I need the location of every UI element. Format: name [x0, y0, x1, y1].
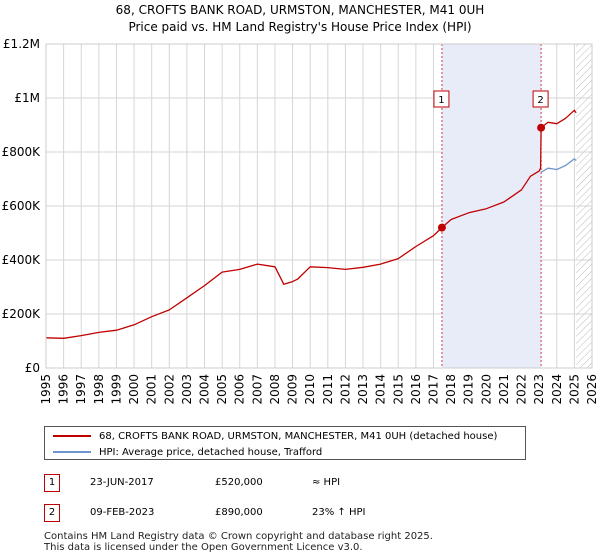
transaction-hpi-relation: 23% ↑ HPI: [312, 507, 366, 518]
x-tick-label: 1999: [109, 374, 123, 405]
transaction-price: £520,000: [215, 477, 263, 488]
x-tick-label: 2011: [321, 374, 335, 405]
footer-copyright: Contains HM Land Registry data © Crown c…: [44, 531, 433, 542]
x-tick-label: 2003: [180, 374, 194, 405]
title-line-2: Price paid vs. HM Land Registry's House …: [128, 20, 472, 34]
x-tick-label: 2002: [162, 374, 176, 405]
y-tick-label: £200K: [2, 307, 42, 321]
x-tick-label: 2022: [515, 374, 529, 405]
x-tick-label: 2010: [303, 374, 317, 405]
x-tick-label: 2005: [215, 374, 229, 405]
ownership-shade: [441, 44, 542, 368]
transaction-date: 23-JUN-2017: [90, 477, 154, 488]
legend-swatch-hpi: [53, 451, 91, 453]
x-tick-label: 2014: [374, 374, 388, 405]
sale-point: [437, 223, 446, 232]
transaction-hpi-relation: ≈ HPI: [312, 477, 341, 488]
footer: Contains HM Land Registry data © Crown c…: [44, 531, 433, 553]
legend: 68, CROFTS BANK ROAD, URMSTON, MANCHESTE…: [44, 426, 526, 460]
x-tick-label: 1997: [74, 374, 88, 405]
transaction-badge: 2: [44, 504, 60, 522]
forecast-hatch: [576, 44, 592, 368]
x-tick-label: 2021: [497, 374, 511, 405]
x-tick-label: 2009: [286, 374, 300, 405]
table-row: 1 23-JUN-2017 £520,000 ≈ HPI: [44, 474, 544, 494]
series-line-property: [45, 109, 577, 339]
x-tick-label: 2001: [145, 374, 159, 405]
x-tick-label: 2016: [409, 374, 423, 405]
sale-label-box: [433, 90, 450, 108]
x-tick-label: 1998: [92, 374, 106, 405]
sale-label-box: [532, 90, 549, 108]
price-chart: 1 2 £0 £200K £400K £600K £800K £1M £1.2M 1995 199…: [2, 37, 599, 405]
y-tick-label: £1M: [14, 91, 40, 105]
x-tick-label: 2013: [356, 374, 370, 405]
y-tick-label: £600K: [2, 199, 42, 213]
legend-entry-property: 68, CROFTS BANK ROAD, URMSTON, MANCHESTE…: [53, 428, 497, 444]
x-tick-label: 2025: [567, 374, 581, 405]
x-tick-label: 2004: [198, 374, 212, 405]
transaction-badge: 1: [44, 474, 60, 492]
legend-entry-hpi: HPI: Average price, detached house, Traf…: [53, 444, 322, 460]
sale-point: [537, 123, 546, 132]
x-tick-label: 2012: [338, 374, 352, 405]
y-tick-label: £800K: [2, 145, 42, 159]
title-line-1: 68, CROFTS BANK ROAD, URMSTON, MANCHESTE…: [115, 3, 485, 17]
x-tick-label: 2015: [391, 374, 405, 405]
x-tick-label: 2000: [127, 374, 141, 405]
sale-label: 2: [537, 95, 543, 106]
x-tick-label: 2018: [444, 374, 458, 405]
x-tick-label: 2007: [250, 374, 264, 405]
table-row: 2 09-FEB-2023 £890,000 23% ↑ HPI: [44, 504, 544, 524]
sale-label: 1: [438, 95, 444, 106]
x-tick-label: 1995: [39, 374, 53, 405]
x-tick-label: 1996: [57, 374, 71, 405]
y-tick-label: £0: [25, 361, 40, 375]
y-tick-label: £1.2M: [3, 37, 40, 51]
y-tick-label: £400K: [2, 253, 42, 267]
footer-licence: This data is licensed under the Open Gov…: [44, 542, 363, 553]
legend-swatch-property: [53, 435, 91, 437]
x-tick-label: 2017: [426, 374, 440, 405]
series-line-hpi: [540, 158, 577, 173]
x-tick-label: 2026: [585, 374, 599, 405]
legend-label-hpi: HPI: Average price, detached house, Traf…: [99, 446, 323, 458]
x-tick-label: 2023: [532, 374, 546, 405]
x-tick-label: 2019: [462, 374, 476, 405]
chart-title: 68, CROFTS BANK ROAD, URMSTON, MANCHESTE…: [0, 2, 600, 36]
x-tick-label: 2024: [550, 374, 564, 405]
x-tick-label: 2020: [479, 374, 493, 405]
x-tick-label: 2008: [268, 374, 282, 405]
transaction-price: £890,000: [215, 507, 263, 518]
transaction-date: 09-FEB-2023: [90, 507, 155, 518]
legend-label-property: 68, CROFTS BANK ROAD, URMSTON, MANCHESTE…: [99, 430, 498, 442]
plot-frame: [45, 43, 593, 369]
x-tick-label: 2006: [233, 374, 247, 405]
